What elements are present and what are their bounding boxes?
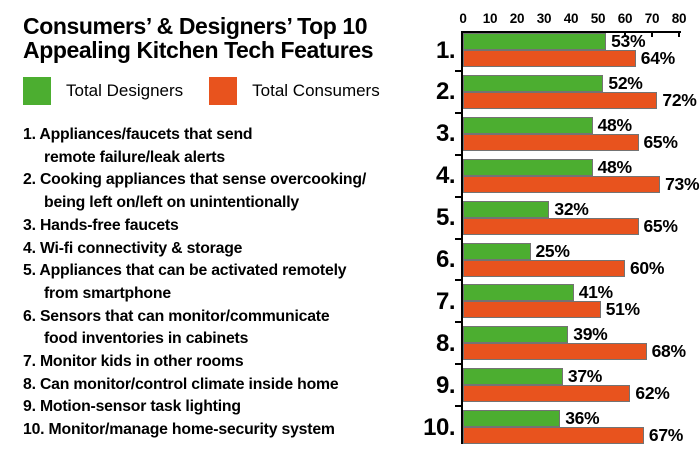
bar-consumers-row1 bbox=[463, 50, 636, 67]
feature-item-6: 6. Sensors that can monitor/communicate … bbox=[23, 307, 330, 348]
feature-item-5: 5. Appliances that can be activated remo… bbox=[23, 262, 347, 302]
legend-label-consumers: Total Consumers bbox=[252, 81, 380, 100]
row-number-label: 9. bbox=[435, 371, 456, 399]
value-label-consumers-row3: 65% bbox=[643, 131, 678, 152]
x-axis-tick-label: 80 bbox=[671, 11, 687, 26]
row-number-label: 2. bbox=[435, 78, 456, 106]
row-number-label: 8. bbox=[435, 329, 456, 357]
bar-consumers-row2 bbox=[463, 91, 658, 109]
value-label-consumers-row9: 62% bbox=[635, 383, 670, 404]
bar-designers-row2 bbox=[463, 74, 604, 92]
value-label-designers-row8: 39% bbox=[573, 324, 608, 345]
row-number-label: 3. bbox=[435, 120, 456, 148]
row-number-label: 1. bbox=[435, 36, 456, 64]
feature-list: 1. Appliances/faucets that send remote f… bbox=[23, 124, 437, 442]
category-axis-tick bbox=[455, 69, 461, 72]
value-label-consumers-row2: 72% bbox=[662, 89, 697, 110]
bar-chart-plot: 0 10 20 30 40 50 60 70 80 53% 64% 52% 72% 48% 65% 48% 73… bbox=[455, 11, 700, 446]
bar-designers-row3 bbox=[463, 116, 593, 134]
x-axis-tick-mark bbox=[624, 33, 626, 37]
row-number-label: 5. bbox=[435, 204, 456, 232]
row-number-label: 10. bbox=[423, 413, 455, 441]
category-axis-tick bbox=[455, 363, 461, 366]
feature-item-4: 4. Wi-fi connectivity & storage bbox=[23, 239, 243, 257]
feature-item-2: 2. Cooking appliances that sense overcoo… bbox=[23, 171, 367, 212]
x-axis-tick-label: 70 bbox=[644, 11, 660, 26]
legend-item-designers: Total Designers bbox=[23, 77, 183, 105]
value-label-designers-row2: 52% bbox=[608, 72, 643, 93]
x-axis-tick-mark bbox=[678, 33, 680, 37]
x-axis-tick-label: 60 bbox=[617, 11, 633, 26]
row-number-label: 7. bbox=[435, 287, 456, 315]
chart-title: Consumers’ & Designers’ Top 10 Appealing… bbox=[23, 13, 374, 63]
value-label-designers-row10: 36% bbox=[565, 408, 600, 429]
x-axis-tick-label: 30 bbox=[536, 11, 552, 26]
value-label-designers-row5: 32% bbox=[554, 198, 589, 219]
value-label-consumers-row7: 51% bbox=[605, 299, 640, 320]
bar-consumers-row9 bbox=[463, 385, 631, 403]
consumers-color-swatch bbox=[209, 77, 238, 105]
feature-item-7: 7. Monitor kids in other rooms bbox=[23, 353, 244, 371]
x-axis-tick-label: 0 bbox=[459, 11, 467, 26]
x-axis-tick-label: 20 bbox=[509, 11, 525, 26]
x-axis-tick-label: 10 bbox=[482, 11, 498, 26]
feature-item-8: 8. Can monitor/control climate inside ho… bbox=[23, 375, 339, 393]
category-axis-tick bbox=[455, 237, 461, 240]
legend: Total Designers Total Consumers bbox=[23, 77, 437, 105]
bar-consumers-row4 bbox=[463, 175, 661, 193]
bar-designers-row4 bbox=[463, 158, 593, 176]
bar-consumers-row5 bbox=[463, 217, 639, 235]
left-column: Consumers’ & Designers’ Top 10 Appealing… bbox=[23, 14, 437, 442]
value-label-designers-row4: 48% bbox=[597, 156, 632, 177]
value-label-consumers-row8: 68% bbox=[651, 341, 686, 362]
x-axis-tick-mark bbox=[651, 33, 653, 37]
row-number-label: 6. bbox=[435, 246, 456, 273]
bar-designers-row8 bbox=[463, 326, 569, 344]
x-axis-tick-label: 50 bbox=[590, 11, 606, 26]
bar-designers-row7 bbox=[463, 284, 574, 302]
bar-designers-row10 bbox=[463, 410, 561, 428]
category-axis-tick bbox=[455, 405, 461, 408]
feature-item-10: 10. Monitor/manage home-security system bbox=[23, 421, 335, 439]
designers-color-swatch bbox=[23, 77, 51, 105]
value-label-designers-row9: 37% bbox=[567, 366, 603, 387]
row-number-label: 4. bbox=[435, 162, 456, 190]
value-label-designers-row6: 25% bbox=[535, 240, 570, 261]
value-label-designers-row1: 53% bbox=[611, 31, 646, 51]
feature-item-3: 3. Hands-free faucets bbox=[23, 216, 179, 234]
category-axis-tick bbox=[455, 111, 461, 114]
value-label-consumers-row6: 60% bbox=[630, 257, 665, 278]
bar-designers-row1 bbox=[463, 33, 607, 50]
bar-consumers-row8 bbox=[463, 343, 647, 361]
value-label-designers-row3: 48% bbox=[597, 114, 632, 135]
value-label-designers-row7: 41% bbox=[578, 282, 613, 303]
bar-consumers-row3 bbox=[463, 133, 639, 151]
feature-item-1: 1. Appliances/faucets that send remote f… bbox=[23, 126, 253, 166]
category-axis-tick bbox=[455, 279, 461, 282]
bar-consumers-row6 bbox=[463, 259, 625, 277]
legend-label-designers: Total Designers bbox=[66, 81, 184, 100]
bar-consumers-row10 bbox=[463, 427, 644, 445]
x-axis-tick-label: 40 bbox=[563, 11, 579, 26]
legend-item-consumers: Total Consumers bbox=[209, 77, 380, 105]
feature-item-9: 9. Motion-sensor task lighting bbox=[23, 398, 241, 416]
value-label-consumers-row5: 65% bbox=[643, 215, 678, 236]
bar-designers-row5 bbox=[463, 200, 550, 218]
bar-designers-row6 bbox=[463, 242, 531, 260]
bar-designers-row9 bbox=[463, 368, 563, 386]
value-label-consumers-row4: 73% bbox=[665, 173, 700, 194]
category-axis-tick bbox=[455, 321, 461, 324]
value-label-consumers-row10: 67% bbox=[648, 425, 684, 446]
category-axis-tick bbox=[455, 195, 461, 198]
value-label-consumers-row1: 64% bbox=[640, 48, 675, 68]
bar-consumers-row7 bbox=[463, 301, 601, 319]
category-axis-tick bbox=[455, 153, 461, 156]
